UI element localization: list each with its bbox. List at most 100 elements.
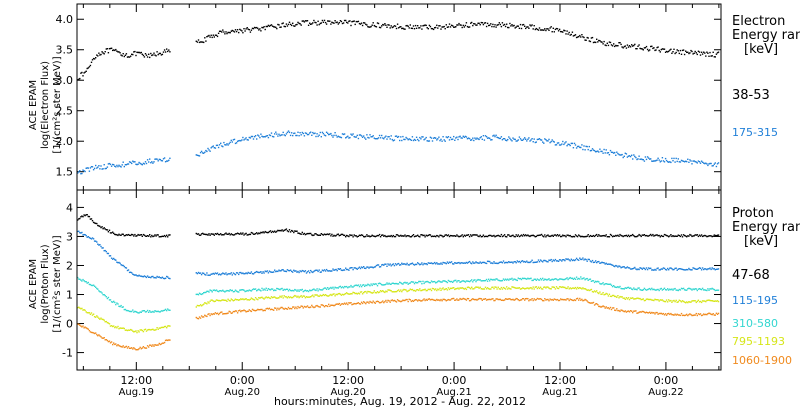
proton-point-47-68 [599, 235, 601, 237]
electron-point-175-315 [674, 161, 676, 163]
electron-point-38-53 [582, 36, 584, 38]
proton-point-310-580 [569, 276, 571, 279]
electron-point-38-53 [434, 27, 436, 29]
proton-point-47-68 [461, 234, 463, 236]
electron-point-175-315 [146, 159, 149, 161]
proton-point-47-68 [376, 234, 379, 237]
proton-point-47-68 [464, 235, 467, 237]
proton-point-310-580 [154, 310, 156, 312]
proton-point-310-580 [624, 287, 626, 289]
proton-point-47-68 [243, 234, 245, 236]
proton-point-115-195 [529, 261, 531, 264]
proton-point-1060-1900 [373, 301, 375, 304]
proton-point-1060-1900 [636, 312, 638, 314]
proton-point-310-580 [546, 279, 548, 281]
proton-legend-series-115-195: 115-195 [732, 294, 778, 307]
proton-point-115-195 [195, 272, 197, 274]
electron-point-175-315 [312, 131, 314, 134]
proton-point-795-1193 [618, 297, 620, 299]
proton-point-310-580 [307, 290, 310, 293]
proton-point-1060-1900 [715, 312, 718, 314]
proton-point-795-1193 [229, 300, 231, 302]
proton-legend-series-1060-1900: 1060-1900 [732, 354, 792, 367]
proton-point-1060-1900 [395, 301, 398, 303]
electron-point-38-53 [419, 27, 421, 29]
proton-point-115-195 [407, 264, 409, 266]
proton-point-795-1193 [396, 290, 399, 292]
proton-point-47-68 [694, 234, 696, 236]
electron-point-38-53 [134, 50, 136, 53]
electron-point-38-53 [102, 52, 104, 54]
proton-point-310-580 [588, 278, 590, 281]
proton-point-310-580 [458, 280, 460, 282]
proton-point-115-195 [600, 262, 602, 264]
proton-point-795-1193 [445, 288, 447, 290]
proton-point-115-195 [418, 263, 420, 265]
proton-point-795-1193 [389, 289, 391, 292]
proton-point-47-68 [689, 233, 691, 236]
proton-point-115-195 [449, 261, 452, 264]
proton-point-47-68 [437, 235, 439, 237]
electron-point-175-315 [644, 156, 647, 158]
proton-point-1060-1900 [701, 314, 704, 316]
proton-point-795-1193 [572, 287, 575, 289]
proton-point-310-580 [85, 281, 87, 283]
proton-point-115-195 [210, 273, 212, 275]
proton-point-47-68 [550, 235, 552, 237]
electron-point-38-53 [106, 48, 109, 50]
proton-point-115-195 [546, 260, 548, 263]
electron-point-175-315 [621, 153, 623, 156]
proton-point-310-580 [573, 277, 576, 279]
proton-point-310-580 [554, 278, 557, 280]
proton-point-1060-1900 [356, 302, 358, 304]
proton-point-115-195 [431, 262, 434, 265]
electron-point-175-315 [516, 140, 518, 142]
electron-point-175-315 [291, 132, 293, 134]
proton-point-795-1193 [385, 290, 387, 292]
proton-point-115-195 [627, 267, 630, 269]
proton-point-1060-1900 [101, 337, 103, 339]
proton-point-1060-1900 [623, 310, 625, 313]
electron-point-175-315 [470, 139, 472, 141]
proton-point-310-580 [295, 289, 297, 291]
electron-point-38-53 [463, 26, 465, 28]
electron-point-175-315 [285, 133, 288, 135]
proton-point-1060-1900 [231, 312, 233, 314]
proton-point-795-1193 [213, 300, 215, 303]
proton-point-47-68 [557, 235, 560, 237]
proton-point-115-195 [570, 258, 572, 260]
proton-point-795-1193 [269, 297, 272, 300]
electron-point-38-53 [304, 20, 307, 22]
proton-point-310-580 [323, 287, 326, 289]
proton-point-47-68 [153, 235, 155, 237]
proton-point-47-68 [105, 229, 107, 231]
proton-point-115-195 [569, 260, 571, 262]
proton-point-1060-1900 [107, 340, 110, 343]
electron-point-38-53 [655, 49, 657, 51]
electron-point-38-53 [484, 22, 487, 24]
electron-point-175-315 [263, 136, 265, 138]
proton-point-310-580 [296, 290, 298, 292]
electron-point-38-53 [407, 25, 409, 27]
proton-point-310-580 [514, 278, 516, 281]
electron-point-175-315 [329, 133, 331, 135]
proton-point-115-195 [609, 263, 612, 265]
proton-point-310-580 [407, 283, 409, 285]
electron-point-175-315 [641, 158, 643, 161]
electron-point-38-53 [605, 44, 607, 47]
electron-legend-series-175-315: 175-315 [732, 126, 778, 139]
electron-point-38-53 [100, 53, 102, 56]
electron-point-175-315 [394, 135, 397, 137]
proton-point-310-580 [511, 277, 513, 280]
proton-point-1060-1900 [269, 308, 272, 311]
proton-point-795-1193 [244, 298, 246, 300]
proton-point-310-580 [531, 279, 533, 282]
electron-point-38-53 [225, 31, 227, 33]
proton-point-310-580 [350, 284, 352, 287]
electron-point-38-53 [232, 30, 235, 32]
electron-point-175-315 [461, 137, 463, 139]
proton-point-1060-1900 [279, 307, 281, 310]
proton-point-310-580 [169, 309, 171, 311]
electron-point-175-315 [144, 161, 147, 163]
proton-point-1060-1900 [396, 299, 399, 301]
